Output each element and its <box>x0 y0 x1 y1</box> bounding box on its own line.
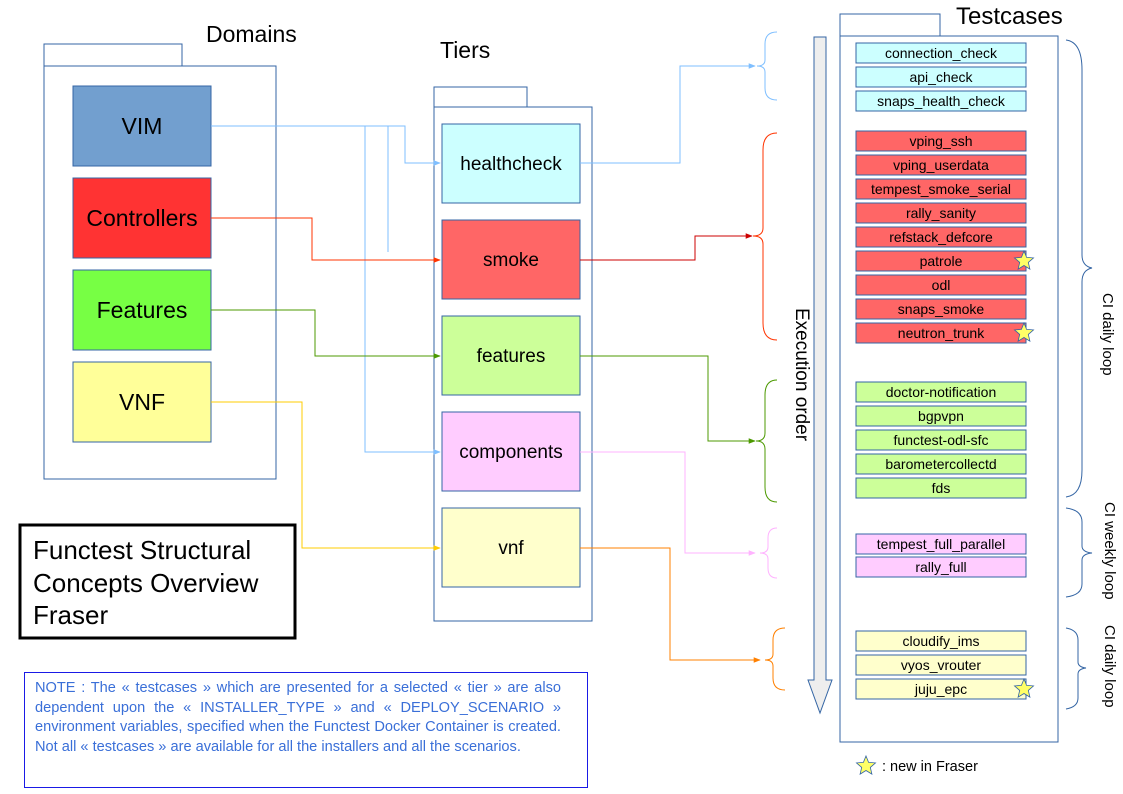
testcase-connection_check[interactable] <box>855 42 1027 64</box>
tier-box-features[interactable] <box>441 315 581 396</box>
testcase-label: juju_epc <box>914 681 967 697</box>
testcase-vping_ssh[interactable] <box>855 130 1027 152</box>
testcase-label: tempest_smoke_serial <box>871 181 1011 197</box>
testcase-label: bgpvpn <box>918 408 964 424</box>
brace-healthcheck <box>756 31 778 101</box>
testcase-label: cloudify_ims <box>902 633 979 649</box>
tier-box-components[interactable] <box>441 411 581 492</box>
execution-order-arrow[interactable] <box>807 36 833 715</box>
legend-text: : new in Fraser <box>882 759 978 775</box>
testcases-folder-tab <box>839 13 941 37</box>
execution-order-label: Execution order <box>791 308 812 442</box>
testcase-functest-odl-sfc[interactable] <box>855 429 1027 451</box>
connector-features-testcases <box>580 355 756 444</box>
connector-vim-healthcheck <box>211 125 441 166</box>
tier-box-vnf[interactable] <box>441 507 581 588</box>
testcase-label: neutron_trunk <box>898 325 985 341</box>
testcase-label: barometercollectd <box>885 456 996 472</box>
testcases-title: Testcases <box>956 3 1063 30</box>
testcase-bgpvpn[interactable] <box>855 405 1027 427</box>
testcase-snaps_health_check[interactable] <box>855 90 1027 112</box>
brace-vnf <box>764 627 786 691</box>
testcase-barometercollectd[interactable] <box>855 453 1027 475</box>
tier-label: healthcheck <box>460 154 562 175</box>
testcase-cloudify_ims[interactable] <box>855 630 1027 652</box>
domain-label: Features <box>97 297 188 323</box>
brace-ci-daily-loop-vnf <box>1065 627 1087 710</box>
tiers-folder-tab <box>433 86 528 108</box>
testcase-label: fds <box>932 480 951 496</box>
testcase-rally_full[interactable] <box>855 556 1027 578</box>
connector-components-testcases <box>580 451 756 556</box>
connector-controllers-smoke <box>211 217 441 263</box>
testcase-label: odl <box>932 277 951 293</box>
title-line-2: Concepts Overview <box>33 568 259 598</box>
domain-label: VIM <box>122 113 163 139</box>
testcase-label: functest-odl-sfc <box>894 432 989 448</box>
testcase-vyos_vrouter[interactable] <box>855 654 1027 676</box>
testcase-label: snaps_smoke <box>898 301 985 317</box>
testcase-label: snaps_health_check <box>877 93 1006 109</box>
brace-components <box>759 527 778 579</box>
domains-folder-tab <box>43 43 183 67</box>
testcase-label: rally_sanity <box>906 205 976 221</box>
title-line-1: Functest Structural <box>33 535 251 565</box>
tier-box-smoke[interactable] <box>441 219 581 300</box>
testcase-label: vping_userdata <box>893 157 989 173</box>
star-icon <box>855 754 877 775</box>
testcase-rally_sanity[interactable] <box>855 202 1027 224</box>
connector-smoke-testcases <box>580 233 753 261</box>
tiers-title: Tiers <box>440 37 490 63</box>
brace-features <box>755 379 778 503</box>
loop-label-ci-daily-vnf: CI daily loop <box>1101 625 1118 708</box>
testcase-vping_userdata[interactable] <box>855 154 1027 176</box>
testcase-label: tempest_full_parallel <box>877 536 1005 552</box>
note-box: NOTE : The « testcases » which are prese… <box>24 672 588 788</box>
testcase-label: rally_full <box>915 559 966 575</box>
testcase-label: api_check <box>909 69 973 85</box>
tier-label: features <box>477 346 546 367</box>
testcase-label: refstack_defcore <box>889 229 993 245</box>
domain-box-vnf[interactable] <box>72 361 212 443</box>
star-icon <box>1013 321 1035 342</box>
testcase-tempest_smoke_serial[interactable] <box>855 178 1027 200</box>
star-icon <box>855 754 877 775</box>
brace-ci-weekly-loop <box>1065 507 1093 598</box>
testcase-api_check[interactable] <box>855 66 1027 88</box>
star-icon <box>1013 677 1035 698</box>
loop-label-ci-daily: CI daily loop <box>1099 293 1116 376</box>
loop-label-ci-weekly: CI weekly loop <box>1101 502 1118 600</box>
brace-ci-daily-loop <box>1065 39 1093 498</box>
connector-healthcheck-testcases <box>580 63 756 164</box>
testcase-refstack_defcore[interactable] <box>855 226 1027 248</box>
tier-box-healthcheck[interactable] <box>441 123 581 204</box>
testcase-snaps_smoke[interactable] <box>855 298 1027 320</box>
tier-label: vnf <box>498 538 524 559</box>
connector-vnf-testcases <box>580 547 761 663</box>
connector-vnf-vnf <box>211 401 441 551</box>
title-line-3: Fraser <box>33 600 108 630</box>
brace-smoke <box>752 132 778 341</box>
testcase-tempest_full_parallel[interactable] <box>855 533 1027 555</box>
domain-label: VNF <box>119 389 165 415</box>
domain-box-controllers[interactable] <box>72 177 212 259</box>
testcase-doctor-notification[interactable] <box>855 381 1027 403</box>
domain-label: Controllers <box>86 205 197 231</box>
testcase-label: doctor-notification <box>886 384 997 400</box>
connector-features-features <box>211 309 441 359</box>
testcase-label: connection_check <box>885 45 998 61</box>
star-icon <box>1013 249 1035 270</box>
testcase-fds[interactable] <box>855 477 1027 499</box>
testcase-label: vyos_vrouter <box>901 657 981 673</box>
testcase-label: vping_ssh <box>909 133 972 149</box>
domains-title: Domains <box>206 21 297 47</box>
tier-label: smoke <box>483 250 539 271</box>
testcase-odl[interactable] <box>855 274 1027 296</box>
tier-label: components <box>459 442 563 463</box>
connector-vim-components <box>364 126 441 455</box>
domain-box-features[interactable] <box>72 269 212 351</box>
testcase-label: patrole <box>920 253 963 269</box>
title-box <box>18 523 297 640</box>
